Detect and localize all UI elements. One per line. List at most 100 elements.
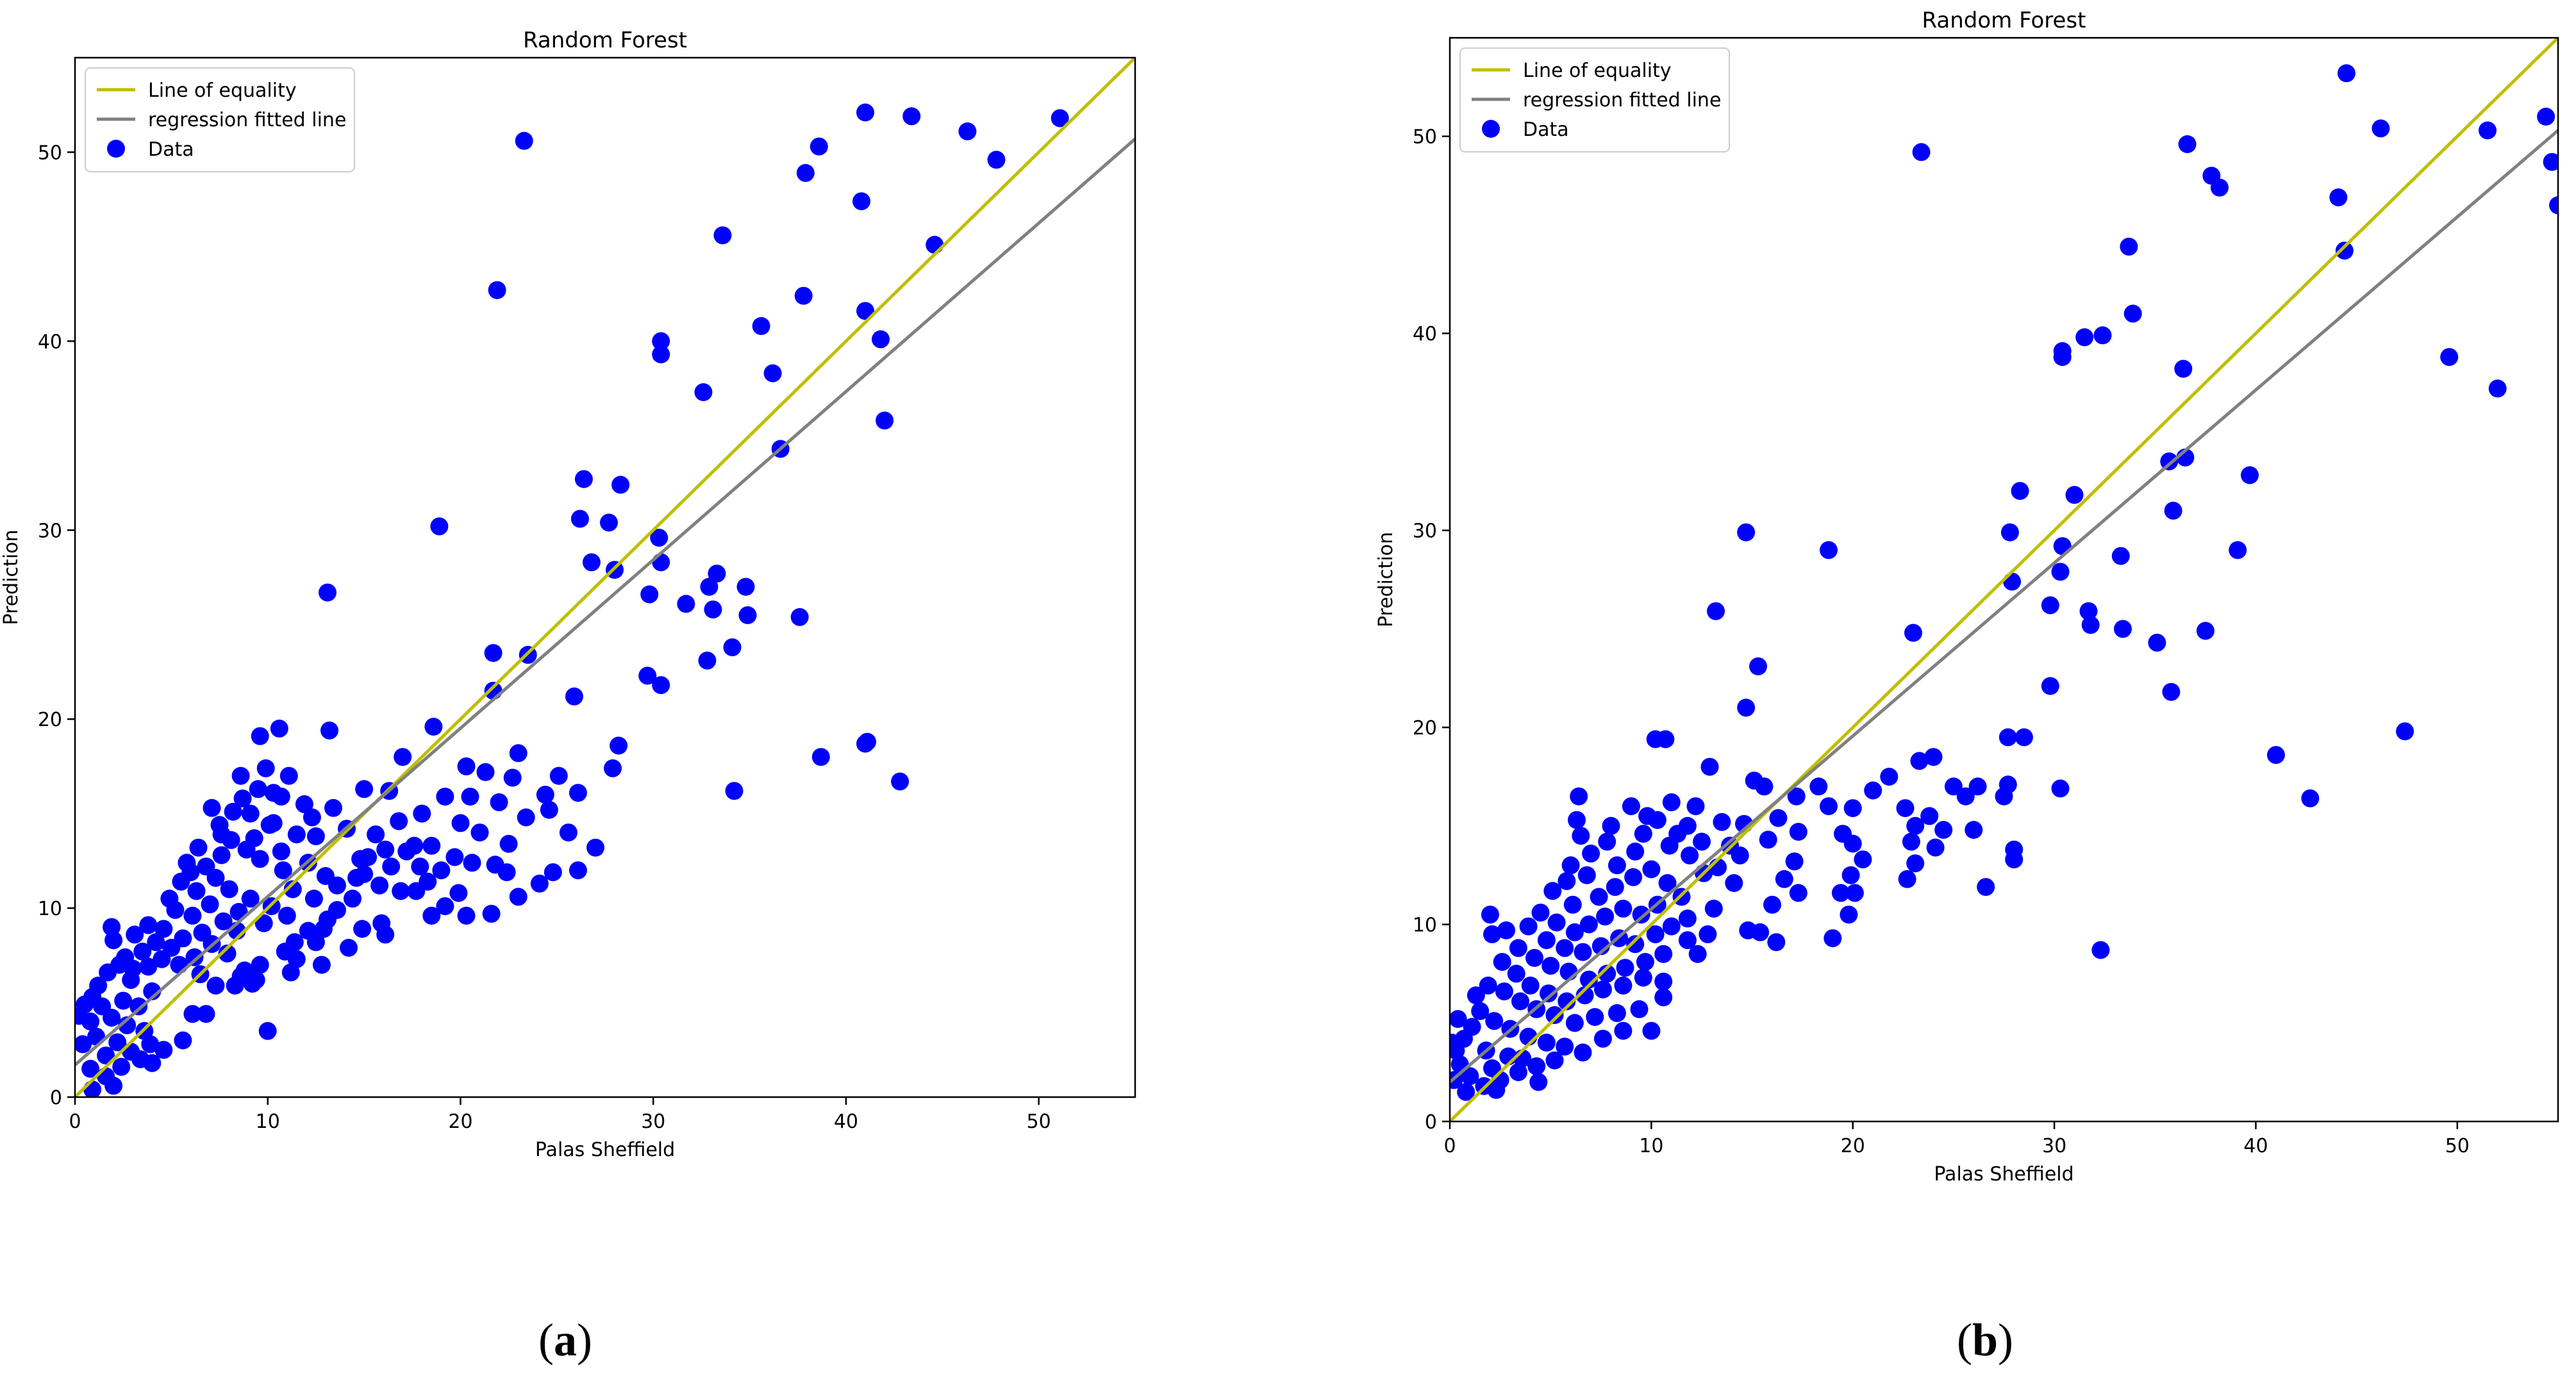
data-point bbox=[1737, 699, 1756, 717]
data-point bbox=[1598, 964, 1616, 983]
data-point bbox=[1910, 752, 1929, 770]
data-point bbox=[224, 802, 242, 821]
data-point bbox=[1880, 768, 1899, 786]
data-point bbox=[2051, 779, 2070, 798]
data-point bbox=[226, 977, 244, 995]
data-point bbox=[503, 768, 522, 787]
data-point bbox=[876, 411, 894, 430]
data-point bbox=[2091, 941, 2110, 959]
data-point bbox=[1565, 923, 1584, 941]
data-point bbox=[1658, 874, 1677, 892]
data-point bbox=[201, 895, 219, 914]
data-point bbox=[279, 766, 298, 785]
legend: Line of equality regression fitted line Da… bbox=[1459, 47, 1730, 153]
data-point bbox=[1769, 809, 1788, 827]
data-point bbox=[1457, 1082, 1475, 1101]
data-point bbox=[1537, 1034, 1556, 1052]
data-point bbox=[713, 226, 732, 245]
data-point bbox=[1450, 1034, 1461, 1052]
data-point bbox=[1654, 988, 1673, 1007]
data-point bbox=[1642, 1021, 1661, 1040]
data-point bbox=[153, 950, 171, 968]
data-point bbox=[1614, 1021, 1633, 1040]
x-tick-label: 30 bbox=[641, 1111, 665, 1133]
data-point bbox=[2075, 328, 2094, 347]
data-point bbox=[1693, 832, 1711, 851]
data-point bbox=[2266, 746, 2285, 765]
data-point bbox=[1934, 821, 1953, 839]
data-point bbox=[536, 786, 554, 804]
data-point bbox=[1785, 852, 1804, 871]
data-point bbox=[197, 857, 215, 876]
data-point bbox=[1634, 968, 1652, 987]
data-point bbox=[926, 236, 944, 254]
data-point bbox=[872, 330, 890, 349]
data-point bbox=[1471, 1002, 1490, 1020]
data-point bbox=[451, 814, 470, 832]
data-point bbox=[1519, 917, 1538, 936]
data-point bbox=[497, 863, 516, 882]
data-point bbox=[610, 736, 628, 755]
data-point bbox=[1608, 856, 1626, 875]
data-point bbox=[172, 872, 190, 891]
data-point bbox=[677, 595, 695, 613]
data-point bbox=[353, 920, 372, 938]
data-point bbox=[143, 1054, 162, 1072]
data-point bbox=[549, 766, 568, 785]
legend-label: Line of equality bbox=[1523, 60, 1672, 82]
data-point bbox=[122, 971, 140, 989]
data-point bbox=[139, 957, 158, 976]
data-point bbox=[197, 1005, 215, 1023]
data-point bbox=[652, 345, 670, 363]
data-point bbox=[206, 977, 225, 995]
data-point bbox=[1678, 909, 1697, 928]
data-point bbox=[99, 963, 117, 982]
data-point bbox=[251, 955, 269, 974]
data-point bbox=[1820, 541, 1838, 559]
data-point bbox=[1902, 832, 1920, 851]
data-point bbox=[254, 914, 273, 932]
regression-line bbox=[75, 137, 1135, 1066]
data-point bbox=[2162, 682, 2181, 701]
data-point bbox=[1731, 846, 1749, 864]
y-tick-label: 50 bbox=[38, 142, 62, 164]
data-point bbox=[2003, 572, 2022, 591]
x-tick-label: 50 bbox=[2445, 1135, 2470, 1157]
data-point bbox=[2051, 563, 2070, 581]
data-point bbox=[1840, 906, 1858, 924]
y-tick-label: 20 bbox=[38, 709, 62, 731]
data-point bbox=[1656, 730, 1675, 748]
data-point bbox=[694, 383, 713, 401]
data-point bbox=[272, 788, 290, 806]
data-point bbox=[1944, 777, 1963, 796]
data-point bbox=[1511, 992, 1529, 1011]
legend-swatch bbox=[1482, 120, 1500, 138]
data-point bbox=[569, 861, 587, 880]
data-point bbox=[1509, 939, 1527, 957]
data-point bbox=[600, 513, 618, 532]
data-point bbox=[482, 904, 501, 923]
y-axis-label: Prediction bbox=[0, 529, 22, 625]
data-point bbox=[811, 748, 830, 766]
data-point bbox=[1572, 827, 1590, 845]
data-point bbox=[2479, 121, 2497, 140]
data-point bbox=[1646, 925, 1665, 943]
data-point bbox=[1598, 832, 1616, 851]
data-point bbox=[1596, 907, 1615, 926]
data-point bbox=[249, 780, 267, 798]
data-point bbox=[316, 867, 335, 885]
data-point bbox=[810, 137, 828, 156]
data-point bbox=[258, 1021, 277, 1040]
data-point bbox=[1574, 943, 1592, 961]
data-point bbox=[1700, 757, 1719, 776]
data-point bbox=[1749, 657, 1767, 675]
data-point bbox=[704, 600, 722, 619]
data-point bbox=[347, 868, 366, 887]
data-point bbox=[1545, 1006, 1564, 1024]
data-point bbox=[2065, 486, 2084, 504]
data-point bbox=[220, 880, 238, 898]
data-point bbox=[1479, 976, 1497, 995]
data-point bbox=[650, 529, 669, 547]
data-point bbox=[432, 861, 451, 880]
